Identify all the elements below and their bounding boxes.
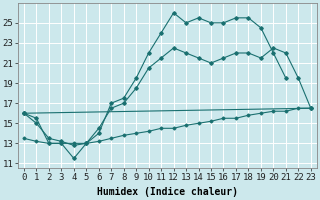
X-axis label: Humidex (Indice chaleur): Humidex (Indice chaleur) [97, 187, 238, 197]
